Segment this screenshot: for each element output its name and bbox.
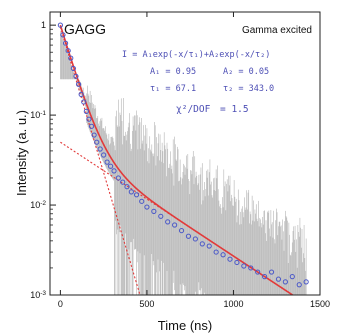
x-tick-label: 0 xyxy=(58,299,63,309)
x-tick-label: 500 xyxy=(139,299,154,309)
x-tick-label: 1000 xyxy=(223,299,243,309)
data-point xyxy=(94,139,100,145)
x-axis-title: Time (ns) xyxy=(158,318,212,333)
data-point xyxy=(289,274,295,280)
data-points xyxy=(57,22,309,288)
data-point xyxy=(91,132,97,138)
data-point xyxy=(104,159,110,165)
data-point xyxy=(296,282,302,288)
data-point xyxy=(248,265,254,271)
data-point xyxy=(303,279,309,285)
data-point xyxy=(115,175,121,181)
sample-label: GAGG xyxy=(64,21,106,37)
noise-band xyxy=(60,30,307,295)
data-point xyxy=(241,263,247,269)
data-point xyxy=(73,73,79,79)
data-point xyxy=(255,269,261,275)
data-point xyxy=(68,55,74,61)
data-point xyxy=(60,32,66,38)
y-tick-label: 10-2 xyxy=(30,200,46,211)
data-point xyxy=(88,123,95,129)
equation-chi-label: χ²/DOF xyxy=(176,104,211,115)
y-axis-title: Intensity (a. u.) xyxy=(14,110,29,196)
y-tick-label: 1 xyxy=(41,20,46,30)
fit-total-curve xyxy=(59,24,293,296)
data-point xyxy=(206,243,212,249)
data-point xyxy=(62,40,69,46)
excitation-label: Gamma excited xyxy=(242,25,312,36)
data-point xyxy=(158,213,164,219)
data-point xyxy=(227,256,233,262)
data-point xyxy=(234,259,240,266)
equation-chi-value: = 1.5 xyxy=(220,104,249,115)
data-point xyxy=(151,208,157,214)
data-point xyxy=(268,269,275,275)
data-point xyxy=(83,108,89,114)
data-point xyxy=(199,241,205,247)
data-point xyxy=(192,236,198,242)
data-point xyxy=(70,65,76,72)
data-point xyxy=(133,192,140,198)
data-point xyxy=(57,22,63,28)
x-tick-label: 1500 xyxy=(310,299,330,309)
plot-frame xyxy=(49,11,321,296)
data-point xyxy=(120,179,126,185)
data-point xyxy=(172,222,178,228)
data-point xyxy=(97,146,103,152)
y-axis: 1 10-1 10-2 10-3 xyxy=(30,20,56,300)
data-point xyxy=(262,274,268,280)
equation-tau1: τ₁ = 67.1 xyxy=(150,84,196,94)
data-point xyxy=(139,198,145,204)
x-axis: 0 500 1000 1500 xyxy=(58,12,330,309)
data-point xyxy=(144,204,150,210)
data-point xyxy=(220,252,226,258)
equation-a1: A₁ = 0.95 xyxy=(150,67,196,77)
data-point xyxy=(86,116,92,122)
data-point xyxy=(124,184,130,190)
y-tick-label: 10-1 xyxy=(30,110,46,121)
fit-curves xyxy=(59,24,293,296)
data-point xyxy=(75,81,82,87)
data-point xyxy=(178,227,185,234)
fit-fast-component xyxy=(59,26,141,295)
equation-tau2: τ₂ = 343.0 xyxy=(223,84,274,94)
data-point xyxy=(107,163,114,169)
data-point xyxy=(78,91,84,97)
data-point xyxy=(165,219,171,225)
data-point xyxy=(81,99,87,105)
data-point xyxy=(185,233,192,239)
data-point xyxy=(128,189,134,195)
equation-formula: I = A₁exp(-x/τ₁)+A₂exp(-x/τ₂) xyxy=(122,50,270,60)
data-point xyxy=(275,276,282,282)
equation-a2: A₂ = 0.05 xyxy=(223,67,269,77)
data-point xyxy=(282,279,288,285)
data-point xyxy=(65,48,71,54)
data-point xyxy=(101,152,107,158)
fit-equation: I = A₁exp(-x/τ₁)+A₂exp(-x/τ₂) A₁ = 0.95 … xyxy=(122,50,274,115)
data-point xyxy=(111,168,117,174)
data-point xyxy=(213,249,219,255)
y-tick-label: 10-3 xyxy=(30,290,46,301)
